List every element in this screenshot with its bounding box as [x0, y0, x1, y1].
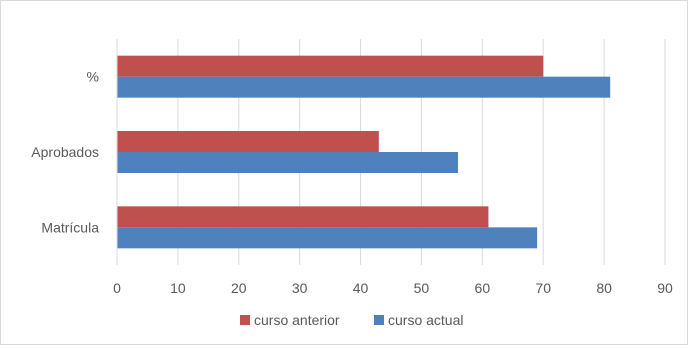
x-tick-label-0: 0: [113, 280, 121, 296]
x-tick-label-30: 30: [292, 280, 308, 296]
x-tick-label-90: 90: [657, 280, 673, 296]
x-tick-label-50: 50: [414, 280, 430, 296]
x-tick-label-10: 10: [170, 280, 186, 296]
bar-curso-actual-0: [117, 76, 611, 98]
category-axis: % Aprobados Matrícula: [31, 39, 118, 265]
legend: curso anterior curso actual: [240, 312, 463, 328]
bars: [117, 55, 611, 249]
x-tick-label-40: 40: [353, 280, 369, 296]
category-label-0: %: [87, 69, 99, 85]
legend-label-1: curso actual: [388, 312, 463, 328]
x-tick-label-20: 20: [231, 280, 247, 296]
bar-curso-anterior-0: [117, 55, 544, 77]
bar-curso-actual-2: [117, 227, 538, 249]
x-tick-label-80: 80: [596, 280, 612, 296]
legend-swatch-1: [374, 315, 384, 325]
x-tick-label-60: 60: [475, 280, 491, 296]
x-tick-label-70: 70: [535, 280, 551, 296]
legend-swatch-0: [240, 315, 250, 325]
bar-curso-anterior-2: [117, 206, 489, 228]
bar-curso-actual-1: [117, 152, 458, 173]
value-axis: 0 10 20 30 40 50 60 70 80 90: [113, 280, 673, 296]
legend-label-0: curso anterior: [254, 312, 340, 328]
category-label-2: Matrícula: [41, 219, 99, 235]
bar-curso-anterior-1: [117, 131, 379, 152]
category-label-1: Aprobados: [31, 144, 99, 160]
